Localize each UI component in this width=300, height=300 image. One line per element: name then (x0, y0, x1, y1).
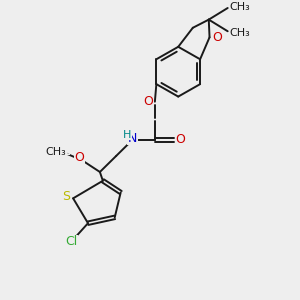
Text: O: O (143, 95, 153, 108)
Text: CH₃: CH₃ (46, 147, 66, 157)
Text: H: H (123, 130, 131, 140)
Text: S: S (63, 190, 70, 203)
Text: N: N (128, 132, 137, 145)
Text: Cl: Cl (65, 235, 78, 248)
Text: CH₃: CH₃ (229, 2, 250, 11)
Text: O: O (175, 133, 185, 146)
Text: O: O (212, 31, 222, 44)
Text: methoxy: methoxy (64, 153, 70, 154)
Text: O: O (74, 151, 84, 164)
Text: CH₃: CH₃ (229, 28, 250, 38)
